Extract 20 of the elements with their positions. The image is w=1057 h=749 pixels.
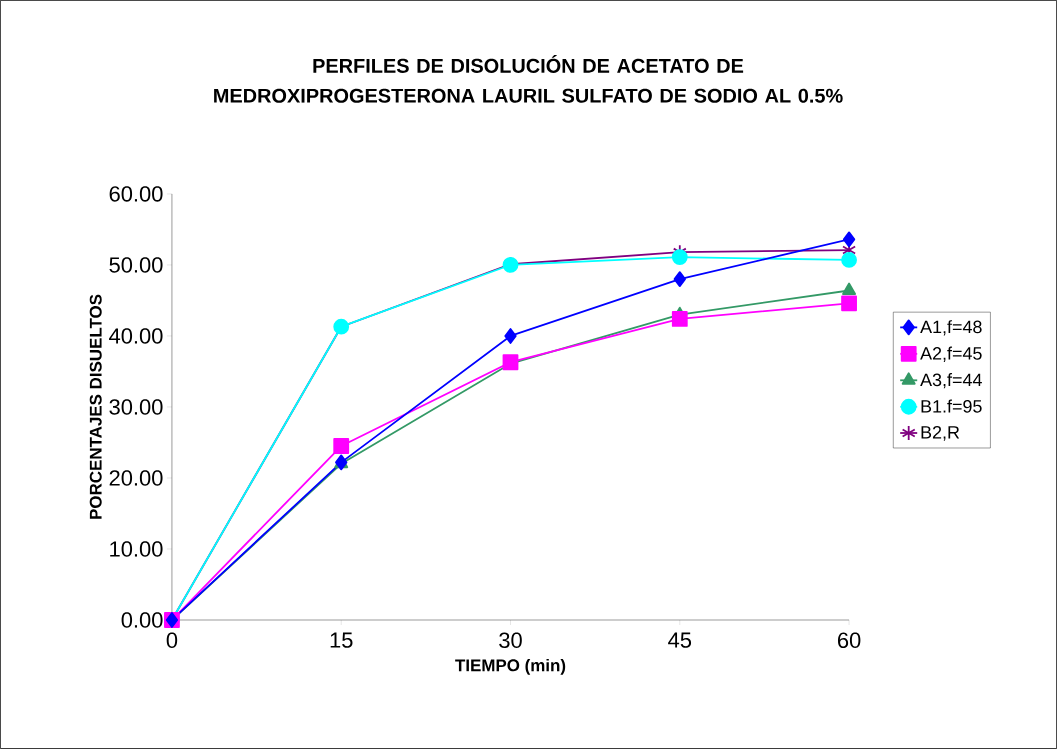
- chart-title: PERFILES DE DISOLUCIÓN DE ACETATO DE MEDROXIPROGESTERONA LAURIL SULFATO DE SODIO AL 0.5%: [214, 55, 843, 103]
- x-tick-label: 45: [668, 632, 692, 648]
- x-axis-title: TIEMPO (min): [455, 658, 566, 675]
- legend-label: A3,f=44: [920, 373, 982, 389]
- y-tick-label: 0.00: [121, 612, 163, 628]
- x-tick-label: 30: [499, 632, 522, 649]
- y-tick-label: 50.00: [109, 257, 163, 273]
- x-tick-label: 0: [166, 632, 178, 649]
- y-tick-label: 20.00: [109, 470, 163, 486]
- legend-label: B1.f=95: [921, 399, 982, 413]
- y-tick-label: 40.00: [109, 328, 163, 344]
- legend-label: A2,f=45: [920, 346, 982, 362]
- legend-label: A1,f=48: [920, 320, 982, 336]
- legend-label: B2,R: [921, 426, 960, 441]
- x-tick-label: 15: [330, 632, 353, 648]
- y-tick-label: 10.00: [110, 541, 163, 557]
- x-tick-label: 60: [837, 632, 861, 649]
- y-tick-label: 30.00: [109, 399, 163, 415]
- y-axis-title: PORCENTAJES DISUELTOS: [89, 294, 102, 519]
- y-tick-label: 60.00: [109, 186, 163, 202]
